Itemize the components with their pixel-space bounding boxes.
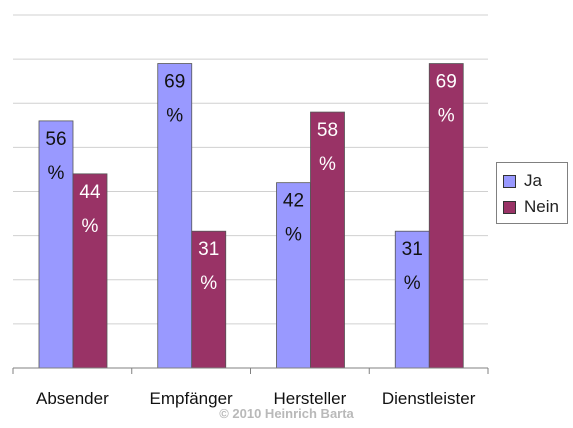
data-label-unit: % xyxy=(200,273,217,294)
legend-label-nein: Nein xyxy=(524,197,559,216)
legend-item-ja: Ja xyxy=(503,171,542,191)
copyright-notice: © 2010 Heinrich Barta xyxy=(219,406,354,421)
x-axis xyxy=(12,367,489,374)
data-label-value: 69 xyxy=(164,72,185,93)
bar-nein-hersteller xyxy=(310,111,345,369)
data-label-value: 31 xyxy=(402,239,423,260)
bar-nein-dienstleister xyxy=(428,63,464,369)
data-label-value: 69 xyxy=(436,72,457,93)
data-label-value: 31 xyxy=(198,239,219,260)
data-label-unit: % xyxy=(48,163,65,184)
x-tick-labels: Absender Empfänger Hersteller Dienstleister xyxy=(36,389,476,408)
data-label-unit: % xyxy=(82,216,99,237)
bars xyxy=(38,63,464,369)
data-label-unit: % xyxy=(319,154,336,175)
bar-nein-absender xyxy=(72,173,108,369)
x-tick-label: Absender xyxy=(36,389,109,408)
data-label-value: 58 xyxy=(317,120,338,141)
legend-swatch-ja xyxy=(503,174,516,188)
data-label-value: 56 xyxy=(45,129,66,150)
x-tick-label: Hersteller xyxy=(274,389,347,408)
legend-label-ja: Ja xyxy=(524,171,542,190)
legend: Ja Nein xyxy=(496,162,568,224)
data-label-value: 42 xyxy=(283,191,304,212)
data-label-unit: % xyxy=(166,106,183,127)
data-label-unit: % xyxy=(285,225,302,246)
data-label-unit: % xyxy=(404,273,421,294)
data-label-value: 44 xyxy=(79,182,101,203)
bar-nein-empfänger xyxy=(191,230,227,369)
legend-item-nein: Nein xyxy=(503,197,559,217)
x-tick-label: Empfänger xyxy=(150,389,233,408)
data-label-unit: % xyxy=(438,106,455,127)
legend-swatch-nein xyxy=(503,200,516,214)
x-tick-label: Dienstleister xyxy=(382,389,476,408)
bar-ja-absender xyxy=(38,120,74,369)
bar-ja-empfänger xyxy=(157,63,193,369)
data-labels: 56% 44% 69% 31% 42% 58% 31% 69% xyxy=(45,72,456,295)
